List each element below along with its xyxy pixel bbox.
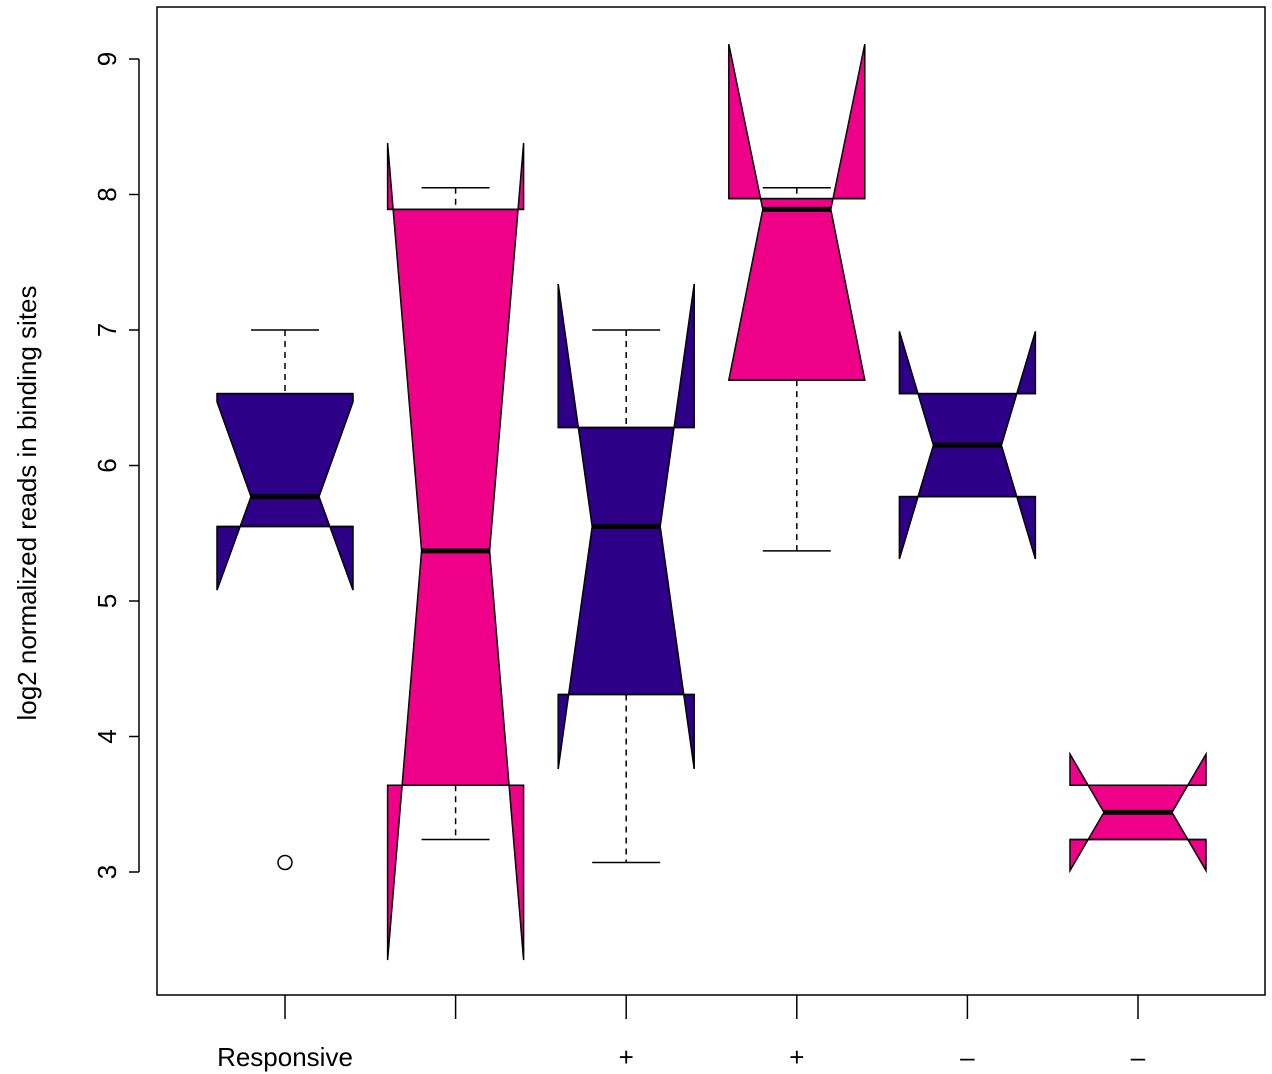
outlier-0-0 <box>277 854 293 871</box>
boxes-layer <box>216 43 1207 961</box>
box-2 <box>557 283 695 864</box>
box-4 <box>898 331 1037 560</box>
x-axis: Responsive + + – – <box>217 995 1146 1072</box>
box-1 <box>386 142 525 961</box>
x-tick-label-4: – <box>960 1042 975 1072</box>
y-tick-label-7: 7 <box>92 323 122 337</box>
x-tick-label-3: + <box>789 1042 804 1072</box>
y-axis-label: log2 normalized reads in binding sites <box>12 285 42 720</box>
box-3 <box>727 43 866 552</box>
y-tick-label-3: 3 <box>92 865 122 879</box>
y-tick-label-4: 4 <box>92 729 122 743</box>
box-body-0 <box>216 392 354 591</box>
y-axis: 3 4 5 6 7 8 9 <box>92 52 140 879</box>
y-tick-label-6: 6 <box>92 458 122 472</box>
y-tick-label-5: 5 <box>92 594 122 608</box>
x-tick-label-5: – <box>1131 1042 1146 1072</box>
x-tick-label-2: + <box>619 1042 634 1072</box>
box-0 <box>216 329 354 871</box>
y-tick-label-8: 8 <box>92 187 122 201</box>
box-body-3 <box>727 43 866 381</box>
plot-frame <box>156 6 1266 996</box>
y-tick-label-9: 9 <box>92 52 122 66</box>
x-tick-label-0: Responsive <box>217 1042 353 1072</box>
box-5 <box>1069 751 1207 874</box>
